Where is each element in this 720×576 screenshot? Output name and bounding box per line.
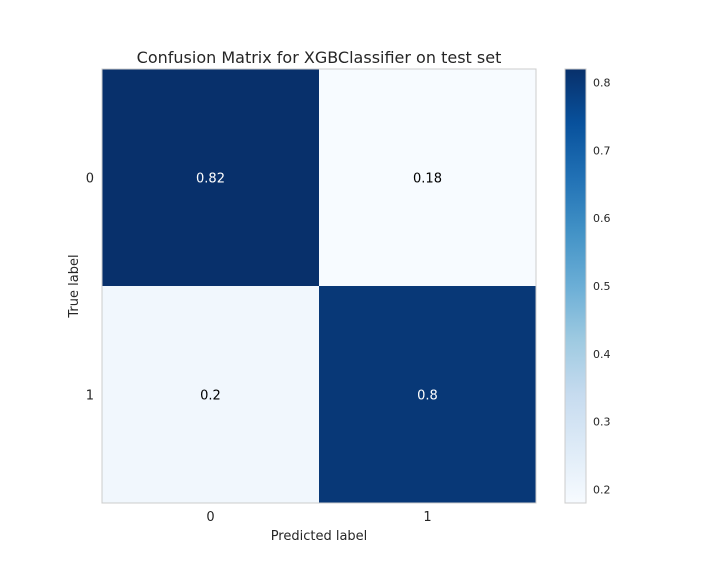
heatmap-cells bbox=[102, 69, 536, 503]
colorbar-ticks: 0.8 0.7 0.6 0.5 0.4 0.3 0.2 bbox=[593, 77, 611, 497]
x-tick-label: 0 bbox=[206, 510, 214, 525]
heatmap-cell-1-0 bbox=[102, 286, 319, 503]
colorbar-tick-label: 0.2 bbox=[593, 483, 611, 496]
x-axis-label: Predicted label bbox=[271, 529, 368, 544]
cell-value-1-1: 0.8 bbox=[417, 389, 438, 404]
y-tick-label: 0 bbox=[86, 172, 94, 187]
heatmap-cell-1-1 bbox=[319, 286, 536, 503]
cell-value-0-0: 0.82 bbox=[196, 172, 225, 187]
y-axis-label: True label bbox=[67, 254, 82, 318]
heatmap-cell-0-1 bbox=[319, 69, 536, 286]
plot-frame bbox=[101, 68, 537, 504]
colorbar-tick-label: 0.4 bbox=[593, 348, 611, 361]
colorbar-tick-label: 0.7 bbox=[593, 144, 611, 157]
y-axis-ticks: 01 bbox=[86, 172, 94, 404]
colorbar-tick-label: 0.5 bbox=[593, 280, 611, 293]
cell-value-1-0: 0.2 bbox=[200, 389, 221, 404]
x-tick-label: 1 bbox=[423, 510, 431, 525]
colorbar-tick-label: 0.8 bbox=[593, 77, 611, 90]
y-tick-label: 1 bbox=[86, 389, 94, 404]
colorbar-tick-label: 0.6 bbox=[593, 212, 611, 225]
colorbar-tick-label: 0.3 bbox=[593, 416, 611, 429]
heatmap-cell-0-0 bbox=[102, 69, 319, 286]
colorbar bbox=[564, 68, 587, 504]
chart-title: Confusion Matrix for XGBClassifier on te… bbox=[137, 48, 502, 67]
cell-value-0-1: 0.18 bbox=[413, 172, 442, 187]
heatmap-cell-labels: 0.82 0.18 0.2 0.8 bbox=[196, 172, 442, 404]
